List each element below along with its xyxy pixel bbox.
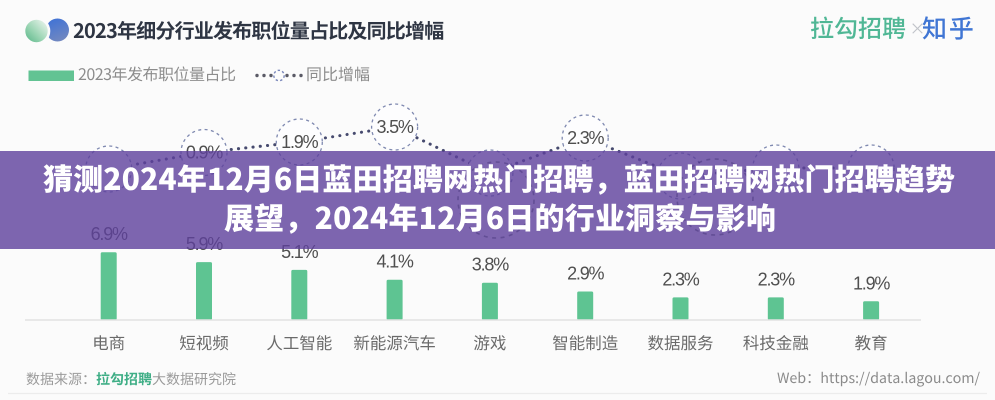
svg-text:3.8%: 3.8% <box>472 255 509 275</box>
svg-text:1.9%: 1.9% <box>853 273 890 293</box>
svg-text:2.3%: 2.3% <box>758 269 795 289</box>
svg-text:2.3%: 2.3% <box>662 269 699 289</box>
svg-text:3.5%: 3.5% <box>376 117 413 137</box>
svg-text:2.9%: 2.9% <box>567 264 604 284</box>
svg-text:1.9%: 1.9% <box>281 132 318 152</box>
svg-text:4.1%: 4.1% <box>376 252 413 272</box>
svg-text:2.3%: 2.3% <box>567 128 604 148</box>
